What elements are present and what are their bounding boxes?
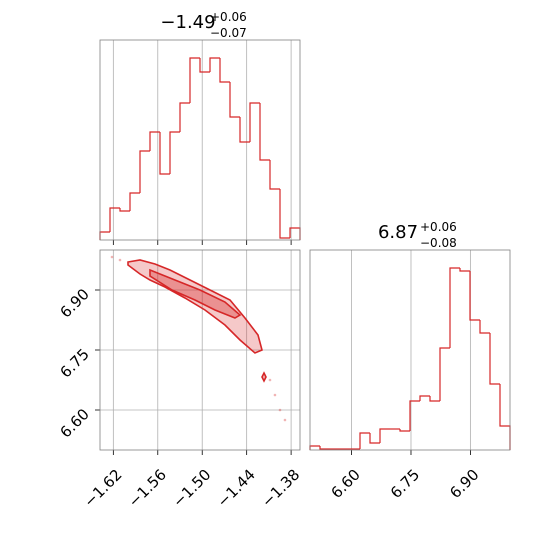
x-tick-label: −1.44 xyxy=(214,466,259,511)
histogram-bin xyxy=(409,400,420,431)
histogram-bin xyxy=(139,150,150,193)
axes-frame xyxy=(99,39,301,241)
histogram-bin xyxy=(499,384,511,450)
histogram-bin xyxy=(159,132,170,175)
title-value: 6.87 xyxy=(378,222,418,243)
histogram-bin xyxy=(209,57,220,72)
title-lower: −0.07 xyxy=(210,26,247,40)
title-value: −1.49 xyxy=(160,12,215,33)
histogram-bin xyxy=(459,268,470,272)
histogram-bin xyxy=(249,102,260,142)
histogram-bin xyxy=(309,445,320,450)
histogram-bin xyxy=(489,333,500,385)
histogram-bin xyxy=(189,57,200,103)
histogram-bin xyxy=(179,102,190,132)
histogram-bin xyxy=(399,429,410,432)
histogram-bin xyxy=(239,117,250,143)
histogram-bin xyxy=(259,103,270,161)
sample-point xyxy=(118,258,122,262)
histogram-bin xyxy=(109,207,120,232)
axes-frame xyxy=(99,249,301,451)
y-tick-label: 6.75 xyxy=(56,345,92,381)
histogram-bin xyxy=(449,267,460,348)
sample-point xyxy=(278,408,282,412)
histogram-bin xyxy=(169,131,180,174)
histogram-bin xyxy=(379,428,390,443)
histogram-bin xyxy=(129,192,140,211)
x-tick-label: −1.56 xyxy=(125,466,170,511)
histogram-bin xyxy=(479,320,490,334)
axes-frame xyxy=(309,249,511,451)
x-tick-label: 6.90 xyxy=(446,466,482,502)
histogram-bin xyxy=(149,131,160,151)
sample-point xyxy=(283,418,287,422)
histogram-bin xyxy=(229,82,240,118)
x-tick-label: −1.50 xyxy=(169,466,214,511)
histogram-bin xyxy=(119,208,130,212)
histogram-bin xyxy=(219,58,230,83)
histogram-bin xyxy=(419,395,430,401)
x-tick-label: 6.75 xyxy=(387,466,423,502)
histogram-bin xyxy=(199,58,210,73)
contour xyxy=(261,371,267,383)
title-upper: +0.06 xyxy=(420,220,457,234)
sample-point xyxy=(268,378,272,382)
histogram-bin xyxy=(439,347,450,401)
panel-title: 6.87 xyxy=(378,222,418,243)
histogram-bin xyxy=(99,231,110,240)
title-upper: +0.06 xyxy=(210,10,247,24)
sample-point xyxy=(273,393,277,397)
histogram-bin xyxy=(359,432,370,449)
histogram-bin xyxy=(279,189,290,239)
histogram-bin xyxy=(319,446,330,450)
x-tick-label: 6.60 xyxy=(327,466,363,502)
histogram-bin xyxy=(429,396,440,402)
histogram-bin xyxy=(469,271,480,321)
y-tick-label: 6.90 xyxy=(56,285,92,321)
y-tick-label: 6.60 xyxy=(56,405,92,441)
contour xyxy=(149,268,242,319)
histogram-bin xyxy=(369,433,380,444)
sample-point xyxy=(110,255,114,259)
title-lower: −0.08 xyxy=(420,236,457,250)
panel-title: −1.49 xyxy=(160,12,215,33)
histogram-bin xyxy=(269,160,280,190)
x-tick-label: −1.62 xyxy=(80,466,125,511)
x-tick-label: −1.38 xyxy=(258,466,303,511)
contour xyxy=(127,259,263,354)
